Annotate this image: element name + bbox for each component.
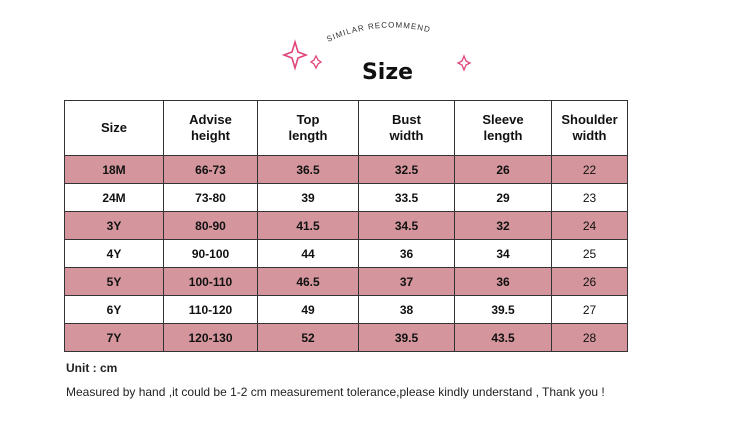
column-header: Size xyxy=(64,100,164,156)
table-cell: 66-73 xyxy=(163,155,258,184)
table-cell: 33.5 xyxy=(358,183,455,212)
table-cell: 26 xyxy=(454,155,552,184)
table-cell: 5Y xyxy=(64,267,164,296)
table-row: 5Y 100-110 46.5 37 36 26 xyxy=(64,267,628,296)
sparkle xyxy=(456,54,472,72)
table-cell: 39.5 xyxy=(454,295,552,324)
table-cell: 26 xyxy=(551,267,628,296)
table-cell: 7Y xyxy=(64,323,164,352)
table-cell: 36 xyxy=(454,267,552,296)
size-table: Size Advise height Top length Bust width Sle… xyxy=(64,100,628,352)
table-row: 7Y 120-130 52 39.5 43.5 28 xyxy=(64,323,628,352)
table-cell: 32 xyxy=(454,211,552,240)
table-cell: 52 xyxy=(257,323,359,352)
column-header-text: Shoulder width xyxy=(561,112,618,143)
column-header-text: Sleeve length xyxy=(482,112,524,143)
table-cell: 28 xyxy=(551,323,628,352)
column-header-text: Bust width xyxy=(389,112,424,143)
table-row: 24M 73-80 39 33.5 29 23 xyxy=(64,183,628,212)
table-cell: 80-90 xyxy=(163,211,258,240)
table-cell: 32.5 xyxy=(358,155,455,184)
table-cell: 24M xyxy=(64,183,164,212)
sparkle xyxy=(309,54,323,70)
table-body: 18M 66-73 36.5 32.5 26 22 24M 73-80 39 33.5 29 23 3Y… xyxy=(64,155,628,352)
table-cell: 38 xyxy=(358,295,455,324)
column-header-text: Advise height xyxy=(189,112,232,143)
column-header: Sleeve length xyxy=(454,100,552,156)
column-header-text: Top length xyxy=(288,112,328,143)
tolerance-note: Measured by hand ,it could be 1-2 cm mea… xyxy=(66,385,605,399)
column-header: Top length xyxy=(257,100,359,156)
table-cell: 23 xyxy=(551,183,628,212)
badge-text: SIMILAR RECOMMEND xyxy=(325,20,431,43)
table-cell: 36.5 xyxy=(257,155,359,184)
table-cell: 43.5 xyxy=(454,323,552,352)
table-cell: 4Y xyxy=(64,239,164,268)
table-cell: 73-80 xyxy=(163,183,258,212)
decoration: SIMILAR RECOMMEND xyxy=(281,20,472,72)
table-cell: 18M xyxy=(64,155,164,184)
table-cell: 34.5 xyxy=(358,211,455,240)
table-cell: 34 xyxy=(454,239,552,268)
table-cell: 49 xyxy=(257,295,359,324)
column-header-text: Size xyxy=(100,120,127,135)
unit-note: Unit : cm xyxy=(66,361,118,375)
table-cell: 110-120 xyxy=(163,295,258,324)
title: Size xyxy=(361,60,414,85)
table-cell: 39 xyxy=(257,183,359,212)
table-cell: 29 xyxy=(454,183,552,212)
table-cell: 24 xyxy=(551,211,628,240)
table-row: 6Y 110-120 49 38 39.5 27 xyxy=(64,295,628,324)
table-cell: 44 xyxy=(257,239,359,268)
table-cell: 41.5 xyxy=(257,211,359,240)
table-cell: 37 xyxy=(358,267,455,296)
table-cell: 22 xyxy=(551,155,628,184)
table-cell: 27 xyxy=(551,295,628,324)
table-cell: 36 xyxy=(358,239,455,268)
table-cell: 120-130 xyxy=(163,323,258,352)
table-row: 3Y 80-90 41.5 34.5 32 24 xyxy=(64,211,628,240)
table-cell: 46.5 xyxy=(257,267,359,296)
sparkle xyxy=(281,39,309,71)
badge: SIMILAR RECOMMEND xyxy=(325,20,432,43)
table-cell: 100-110 xyxy=(163,267,258,296)
table-row: 4Y 90-100 44 36 34 25 xyxy=(64,239,628,268)
table-cell: 6Y xyxy=(64,295,164,324)
column-header: Shoulder width xyxy=(551,100,628,156)
table-cell: 39.5 xyxy=(358,323,455,352)
column-header: Bust width xyxy=(358,100,455,156)
table-cell: 90-100 xyxy=(163,239,258,268)
column-header: Advise height xyxy=(163,100,258,156)
table-row: 18M 66-73 36.5 32.5 26 22 xyxy=(64,155,628,184)
table-cell: 3Y xyxy=(64,211,164,240)
header-row: Size Advise height Top length Bust width Sle… xyxy=(64,100,628,156)
table-cell: 25 xyxy=(551,239,628,268)
